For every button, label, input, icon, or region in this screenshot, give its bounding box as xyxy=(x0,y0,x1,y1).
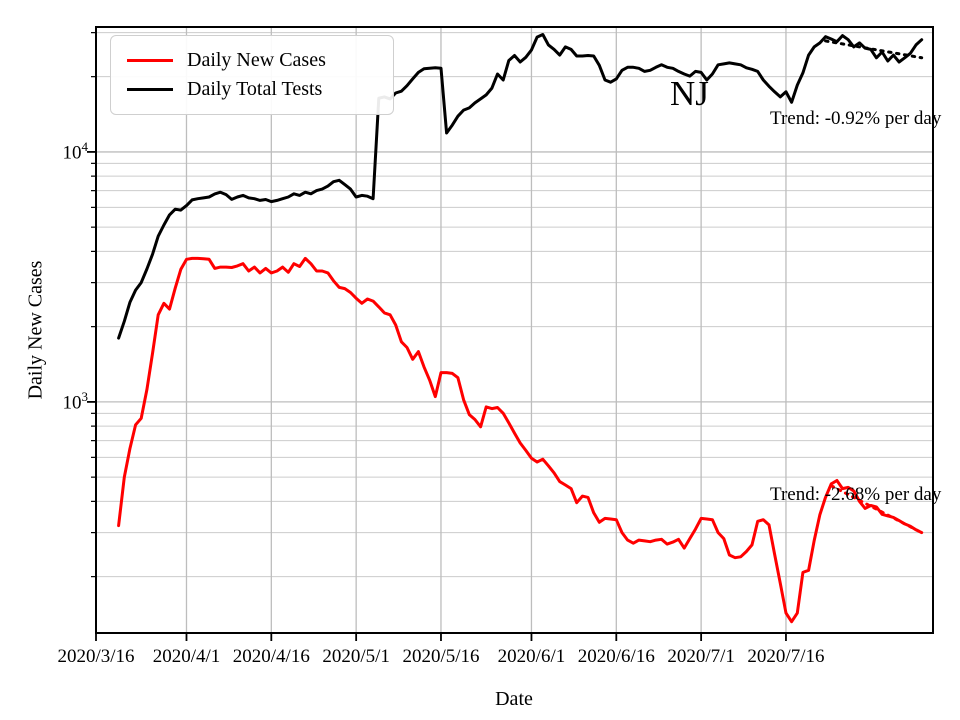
x-tick-label: 2020/7/16 xyxy=(747,646,824,667)
legend-swatch-red-line xyxy=(127,58,173,63)
axes-spines xyxy=(95,26,934,634)
cases-trend-annotation: Trend: -2.68% per day xyxy=(770,484,942,505)
legend-item-daily-new-cases: Daily New Cases xyxy=(127,46,379,75)
x-tick-label: 2020/5/16 xyxy=(402,646,479,667)
state-annotation: NJ xyxy=(670,74,709,113)
x-tick-label: 2020/6/16 xyxy=(578,646,655,667)
daily-new-cases-trend-line xyxy=(829,484,924,535)
x-tick-label: 2020/5/1 xyxy=(322,646,390,667)
daily-total-tests-trend-line xyxy=(824,39,924,60)
legend: Daily New Cases Daily Total Tests xyxy=(110,35,394,115)
y-axis-label: Daily New Cases xyxy=(24,260,47,400)
x-tick-label: 2020/7/1 xyxy=(667,646,735,667)
daily-total-tests-line xyxy=(117,33,924,340)
legend-item-daily-total-tests: Daily Total Tests xyxy=(127,75,379,104)
x-tick-label: 2020/4/1 xyxy=(153,646,221,667)
legend-swatch-black-line xyxy=(127,87,173,92)
x-tick-label: 2020/3/16 xyxy=(57,646,134,667)
x-tick-label: 2020/4/16 xyxy=(233,646,310,667)
y-tick-label: 103 xyxy=(62,388,89,414)
legend-label: Daily Total Tests xyxy=(187,78,323,100)
x-tick-label: 2020/6/1 xyxy=(498,646,566,667)
daily-new-cases-line xyxy=(117,256,924,624)
x-axis-label: Date xyxy=(495,688,533,710)
y-tick-label: 104 xyxy=(62,138,89,164)
legend-label: Daily New Cases xyxy=(187,49,326,71)
tests-trend-annotation: Trend: -0.92% per day xyxy=(770,108,942,129)
